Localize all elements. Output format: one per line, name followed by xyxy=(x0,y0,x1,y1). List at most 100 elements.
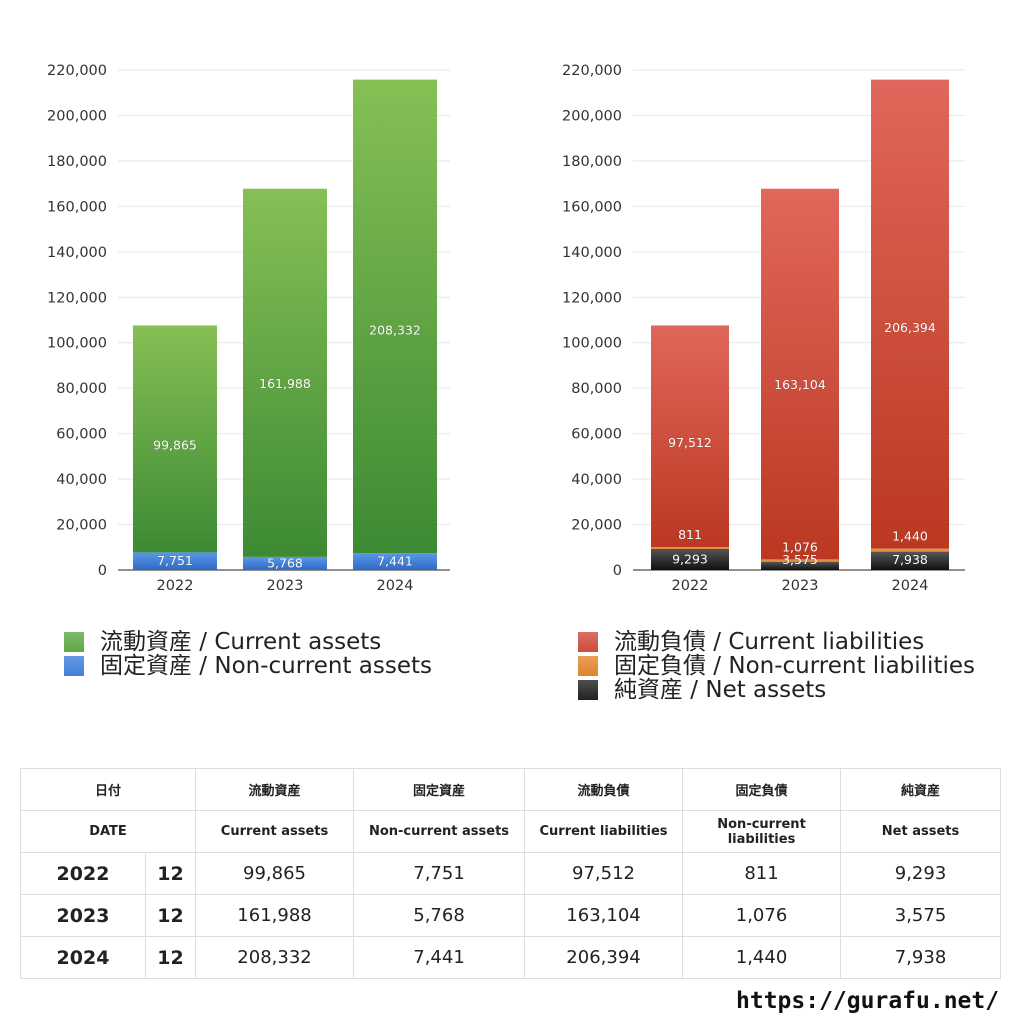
data-label: 5,768 xyxy=(267,555,303,570)
table-cell: 161,988 xyxy=(195,894,355,937)
bar-segment xyxy=(761,559,839,562)
table-cell-month: 12 xyxy=(144,894,197,937)
legend-swatch xyxy=(64,632,84,652)
y-tick-label: 160,000 xyxy=(47,199,107,215)
legend-label: 純資産 / Net assets xyxy=(614,677,827,703)
y-tick-label: 140,000 xyxy=(47,245,107,261)
table-cell-month: 12 xyxy=(144,936,197,979)
data-label: 7,938 xyxy=(892,552,928,567)
y-tick-label: 0 xyxy=(98,563,107,579)
data-label: 99,865 xyxy=(153,438,197,453)
bar-segment xyxy=(651,548,729,570)
table-cell: 3,575 xyxy=(840,894,1002,937)
legend-item: 固定資産 / Non-current assets xyxy=(64,654,432,678)
table-header-date-en: DATE xyxy=(19,810,197,853)
table-cell: 99,865 xyxy=(195,852,355,895)
table-row: 2023 12 161,988 5,768 163,104 1,076 3,57… xyxy=(20,894,1002,937)
legend-item: 純資産 / Net assets xyxy=(578,678,975,702)
table-header-jp: 日付 流動資産 固定資産 流動負債 固定負債 純資産 xyxy=(19,768,1002,811)
y-tick-label: 80,000 xyxy=(56,381,107,397)
y-tick-label: 60,000 xyxy=(571,427,622,443)
data-label: 7,441 xyxy=(377,554,413,569)
bar-segment xyxy=(761,561,839,570)
y-tick-label: 220,000 xyxy=(47,63,107,79)
bar-segment xyxy=(353,79,437,554)
site-url[interactable]: https://gurafu.net/ xyxy=(736,988,1000,1014)
legend-item: 固定負債 / Non-current liabilities xyxy=(578,654,975,678)
y-tick-label: 120,000 xyxy=(47,290,107,306)
table-cell-year: 2024 xyxy=(20,936,146,979)
bar-segment xyxy=(871,551,949,570)
x-tick-label: 2022 xyxy=(157,578,194,594)
chart-assets: 0 20,000 40,000 60,000 80,000 100,000 120,000 1… xyxy=(47,63,450,594)
table-cell: 7,441 xyxy=(353,936,526,979)
bar-segment xyxy=(871,548,949,552)
table-cell: 1,440 xyxy=(682,936,842,979)
y-tick-label: 80,000 xyxy=(571,381,622,397)
legend-swatch xyxy=(578,680,598,700)
chart-liabilities: 0 20,000 40,000 60,000 80,000 100,000 120,000 1… xyxy=(562,63,965,594)
table-row: 2024 12 208,332 7,441 206,394 1,440 7,93… xyxy=(20,936,1002,979)
y-tick-label: 100,000 xyxy=(47,336,107,352)
charts-canvas: 0 20,000 40,000 60,000 80,000 100,000 120,000 1… xyxy=(47,63,965,594)
legend-swatch xyxy=(64,656,84,676)
legend-item: 流動資産 / Current assets xyxy=(64,630,432,654)
table-header-date-jp: 日付 xyxy=(19,768,197,811)
y-tick-label: 180,000 xyxy=(562,154,622,170)
table-cell: 163,104 xyxy=(524,894,684,937)
legend-label: 流動負債 / Current liabilities xyxy=(614,629,925,655)
y-tick-label: 220,000 xyxy=(562,63,622,79)
data-label: 3,575 xyxy=(782,552,818,567)
data-label: 9,293 xyxy=(672,551,708,566)
y-tick-label: 180,000 xyxy=(47,154,107,170)
table-cell-year: 2023 xyxy=(20,894,146,937)
table-header-current-liabilities-en: Current liabilities xyxy=(524,810,684,853)
legend-swatch xyxy=(578,656,598,676)
table-header-noncurrent-liabilities-en: Non-current liabilities xyxy=(682,810,842,853)
table-header-net-assets-jp: 純資産 xyxy=(840,768,1002,811)
table-cell: 1,076 xyxy=(682,894,842,937)
table-cell: 7,938 xyxy=(840,936,1002,979)
x-tick-label: 2024 xyxy=(377,578,414,594)
y-tick-label: 0 xyxy=(613,563,622,579)
table-header-current-assets-jp: 流動資産 xyxy=(195,768,355,811)
table-header-noncurrent-assets-en: Non-current assets xyxy=(353,810,526,853)
table-cell: 208,332 xyxy=(195,936,355,979)
data-label: 161,988 xyxy=(259,376,311,391)
legend-liabilities: 流動負債 / Current liabilities 固定負債 / Non-cur… xyxy=(578,630,975,702)
data-label: 1,440 xyxy=(892,529,928,544)
data-label: 7,751 xyxy=(157,553,193,568)
data-label: 97,512 xyxy=(668,435,712,450)
y-tick-label: 200,000 xyxy=(562,108,622,124)
data-label: 163,104 xyxy=(774,377,826,392)
legend-label: 固定負債 / Non-current liabilities xyxy=(614,653,975,679)
data-label: 206,394 xyxy=(884,320,936,335)
bar-segment xyxy=(651,325,729,548)
table-header-net-assets-en: Net assets xyxy=(840,810,1002,853)
table-header-en: DATE Current assets Non-current assets C… xyxy=(19,810,1002,853)
table-header-current-liabilities-jp: 流動負債 xyxy=(524,768,684,811)
data-label: 1,076 xyxy=(782,539,818,554)
bar-segment xyxy=(243,556,327,570)
table-cell: 206,394 xyxy=(524,936,684,979)
table-cell: 811 xyxy=(682,852,842,895)
bar-segment xyxy=(133,325,217,553)
y-tick-label: 20,000 xyxy=(56,518,107,534)
table-header-noncurrent-assets-jp: 固定資産 xyxy=(353,768,526,811)
table-header-current-assets-en: Current assets xyxy=(195,810,355,853)
bar-segment xyxy=(871,79,949,549)
y-tick-label: 60,000 xyxy=(56,427,107,443)
table-header-noncurrent-liabilities-jp: 固定負債 xyxy=(682,768,842,811)
table-cell: 5,768 xyxy=(353,894,526,937)
balance-table: 日付 流動資産 固定資産 流動負債 固定負債 純資産 DATE Current … xyxy=(19,768,1002,979)
data-label: 208,332 xyxy=(369,323,421,338)
legend-label: 固定資産 / Non-current assets xyxy=(100,653,433,679)
bar-segment xyxy=(761,188,839,560)
table-row: 2022 12 99,865 7,751 97,512 811 9,293 xyxy=(20,852,1002,895)
table-cell: 97,512 xyxy=(524,852,684,895)
legend-item: 流動負債 / Current liabilities xyxy=(578,630,975,654)
y-tick-label: 20,000 xyxy=(571,518,622,534)
y-tick-label: 120,000 xyxy=(562,290,622,306)
x-tick-label: 2023 xyxy=(267,578,304,594)
legend-label: 流動資産 / Current assets xyxy=(100,629,382,655)
